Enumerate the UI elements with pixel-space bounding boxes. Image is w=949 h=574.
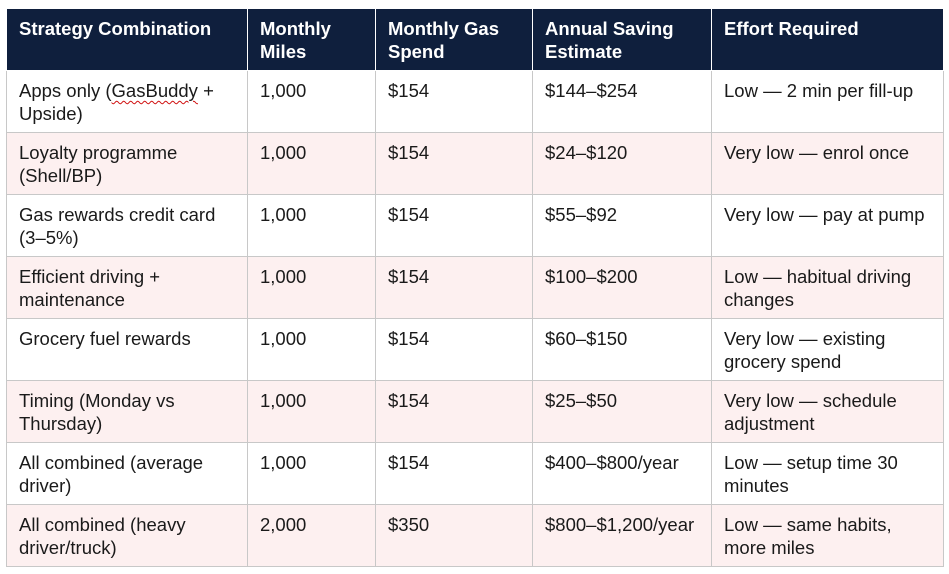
header-monthly-miles: Monthly Miles <box>247 8 376 71</box>
table-row: Loyalty programme (Shell/BP) 1,000 $154 … <box>6 132 944 195</box>
strategy-cell[interactable]: All combined (heavy driver/truck) <box>6 504 248 567</box>
table-row: All combined (heavy driver/truck) 2,000 … <box>6 504 944 567</box>
spend-cell[interactable]: $154 <box>375 70 533 133</box>
table-row: All combined (average driver) 1,000 $154… <box>6 442 944 505</box>
saving-cell[interactable]: $100–$200 <box>532 256 712 319</box>
strategy-cell[interactable]: Timing (Monday vs Thursday) <box>6 380 248 443</box>
strategy-cell[interactable]: Gas rewards credit card (3–5%) <box>6 194 248 257</box>
spellcheck-flagged-word[interactable]: GasBuddy <box>111 80 198 101</box>
spend-cell[interactable]: $154 <box>375 132 533 195</box>
table-row: Grocery fuel rewards 1,000 $154 $60–$150… <box>6 318 944 381</box>
strategy-cell[interactable]: Apps only (GasBuddy + Upside) <box>6 70 248 133</box>
effort-cell[interactable]: Low — 2 min per fill-up <box>711 70 944 133</box>
miles-cell[interactable]: 1,000 <box>247 132 376 195</box>
header-monthly-gas-spend: Monthly Gas Spend <box>375 8 533 71</box>
spend-cell[interactable]: $154 <box>375 256 533 319</box>
table-row: Gas rewards credit card (3–5%) 1,000 $15… <box>6 194 944 257</box>
effort-cell[interactable]: Low — same habits, more miles <box>711 504 944 567</box>
saving-cell[interactable]: $55–$92 <box>532 194 712 257</box>
miles-cell[interactable]: 2,000 <box>247 504 376 567</box>
header-row: Strategy Combination Monthly Miles Month… <box>6 8 944 71</box>
saving-cell[interactable]: $25–$50 <box>532 380 712 443</box>
miles-cell[interactable]: 1,000 <box>247 70 376 133</box>
miles-cell[interactable]: 1,000 <box>247 256 376 319</box>
effort-cell[interactable]: Low — habitual driving changes <box>711 256 944 319</box>
saving-cell[interactable]: $400–$800/year <box>532 442 712 505</box>
header-strategy-combination: Strategy Combination <box>6 8 248 71</box>
strategy-cell[interactable]: Loyalty programme (Shell/BP) <box>6 132 248 195</box>
effort-cell[interactable]: Low — setup time 30 minutes <box>711 442 944 505</box>
spend-cell[interactable]: $154 <box>375 380 533 443</box>
gas-savings-table: Strategy Combination Monthly Miles Month… <box>6 8 944 567</box>
table-row: Timing (Monday vs Thursday) 1,000 $154 $… <box>6 380 944 443</box>
effort-cell[interactable]: Very low — schedule adjustment <box>711 380 944 443</box>
table-row: Efficient driving + maintenance 1,000 $1… <box>6 256 944 319</box>
header-annual-saving-estimate: Annual Saving Estimate <box>532 8 712 71</box>
miles-cell[interactable]: 1,000 <box>247 380 376 443</box>
spend-cell[interactable]: $154 <box>375 194 533 257</box>
miles-cell[interactable]: 1,000 <box>247 194 376 257</box>
strategy-text: + Upside) <box>19 80 214 124</box>
saving-cell[interactable]: $800–$1,200/year <box>532 504 712 567</box>
effort-cell[interactable]: Very low — pay at pump <box>711 194 944 257</box>
effort-cell[interactable]: Very low — enrol once <box>711 132 944 195</box>
table-row: Apps only (GasBuddy + Upside) 1,000 $154… <box>6 70 944 133</box>
spend-cell[interactable]: $154 <box>375 318 533 381</box>
strategy-cell[interactable]: All combined (average driver) <box>6 442 248 505</box>
effort-cell[interactable]: Very low — existing grocery spend <box>711 318 944 381</box>
strategy-cell[interactable]: Efficient driving + maintenance <box>6 256 248 319</box>
strategy-text: Apps only ( <box>19 80 112 101</box>
strategy-cell[interactable]: Grocery fuel rewards <box>6 318 248 381</box>
miles-cell[interactable]: 1,000 <box>247 318 376 381</box>
header-effort-required: Effort Required <box>711 8 944 71</box>
saving-cell[interactable]: $24–$120 <box>532 132 712 195</box>
saving-cell[interactable]: $144–$254 <box>532 70 712 133</box>
spend-cell[interactable]: $350 <box>375 504 533 567</box>
saving-cell[interactable]: $60–$150 <box>532 318 712 381</box>
miles-cell[interactable]: 1,000 <box>247 442 376 505</box>
spend-cell[interactable]: $154 <box>375 442 533 505</box>
